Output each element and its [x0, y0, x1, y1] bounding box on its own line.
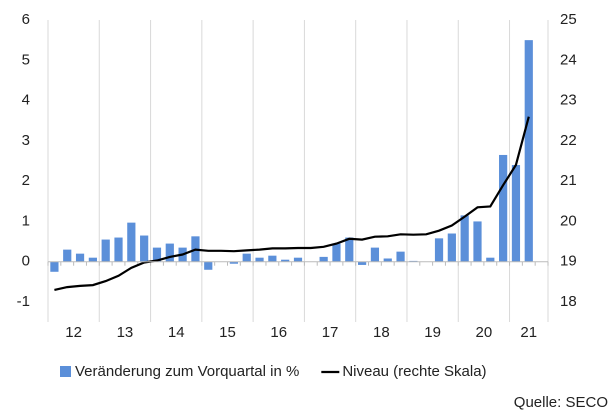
bar: [242, 253, 251, 262]
legend-label: Niveau (rechte Skala): [342, 363, 486, 380]
bar: [460, 215, 469, 262]
y-tick-label: 5: [22, 51, 30, 68]
bar: [255, 257, 264, 262]
legend-label: Veränderung zum Vorquartal in %: [75, 363, 299, 380]
source: Quelle: SECO: [514, 394, 608, 411]
bar: [88, 257, 97, 262]
x-tick-label: 21: [520, 324, 537, 341]
bar: [75, 253, 85, 262]
y-tick-label: 6: [22, 11, 30, 28]
legend-swatch: [60, 366, 71, 377]
y-tick-label: 2: [22, 172, 30, 189]
line: [54, 116, 530, 291]
x-tick-label: 20: [476, 324, 493, 341]
bar: [345, 237, 354, 262]
x-tick-label: 14: [168, 324, 185, 341]
bar: [50, 261, 59, 272]
bar: [268, 255, 277, 262]
bar: [63, 249, 72, 262]
y-tick-label: -1: [17, 293, 30, 310]
bar: [101, 239, 110, 262]
bar: [127, 222, 136, 262]
bar: [114, 237, 123, 262]
bar: [511, 165, 521, 262]
x-tick-label: 17: [322, 324, 339, 341]
bar: [140, 235, 149, 262]
bar: [229, 261, 238, 264]
bar: [486, 257, 495, 262]
bar: [358, 261, 367, 265]
y2-tick-label: 20: [560, 212, 577, 229]
bar: [152, 247, 162, 262]
x-tick-label: 18: [373, 324, 390, 341]
bar: [383, 258, 392, 262]
bar: [281, 259, 290, 262]
bar: [332, 243, 341, 262]
bar: [434, 238, 444, 262]
y-tick-label: 4: [22, 92, 30, 109]
bar: [370, 247, 380, 262]
bar: [473, 221, 482, 262]
y2-tick-label: 25: [560, 11, 577, 28]
y2-tick-label: 18: [560, 293, 577, 310]
bar: [396, 251, 405, 262]
x-tick-label: 15: [219, 324, 236, 341]
bar: [447, 233, 456, 262]
bar: [499, 154, 508, 262]
y2-tick-label: 24: [560, 51, 577, 68]
x-tick-label: 16: [270, 324, 287, 341]
x-tick-label: 12: [65, 324, 82, 341]
bar: [293, 257, 303, 262]
y-tick-label: 1: [22, 212, 30, 229]
x-tick-label: 13: [117, 324, 134, 341]
y2-tick-label: 22: [560, 132, 577, 149]
bar: [165, 243, 174, 262]
y-tick-label: 3: [22, 132, 30, 149]
y2-tick-label: 21: [560, 172, 577, 189]
bar: [524, 40, 533, 262]
x-tick-label: 19: [424, 324, 441, 341]
y2-tick-label: 19: [560, 253, 577, 270]
y2-tick-label: 23: [560, 92, 577, 109]
y-tick-label: 0: [22, 253, 30, 270]
bar: [319, 256, 328, 262]
bar: [204, 261, 213, 270]
